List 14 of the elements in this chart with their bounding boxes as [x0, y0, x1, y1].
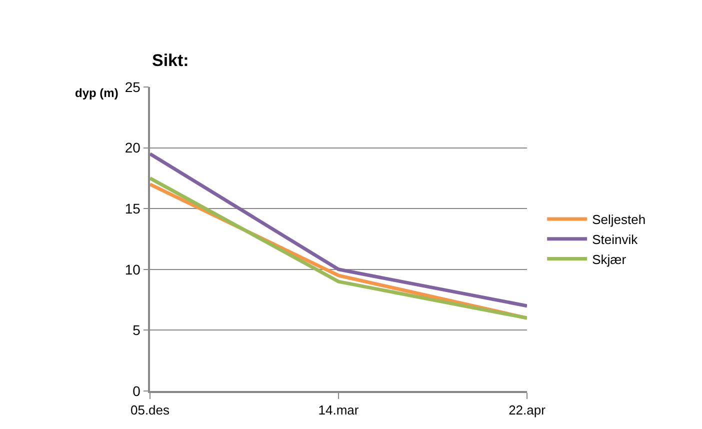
- y-tick-label: 15: [124, 200, 141, 216]
- y-tick-label: 0: [132, 382, 141, 399]
- y-tick-label: 20: [124, 140, 141, 156]
- y-tick-label: 10: [124, 261, 141, 278]
- x-tick-label: 22.apr: [508, 402, 546, 418]
- legend-label: Skjær: [592, 252, 627, 267]
- y-tick-label: 5: [132, 322, 141, 338]
- legend-label: Steinvik: [592, 232, 638, 247]
- x-tick-label: 05.des: [130, 402, 170, 418]
- legend-label: Seljesteh: [592, 212, 646, 228]
- chart-title: Sikt:: [152, 51, 189, 70]
- y-tick-label: 25: [124, 78, 141, 95]
- x-tick-label: 14.mar: [318, 402, 360, 418]
- y-axis-title: dyp (m): [75, 86, 118, 100]
